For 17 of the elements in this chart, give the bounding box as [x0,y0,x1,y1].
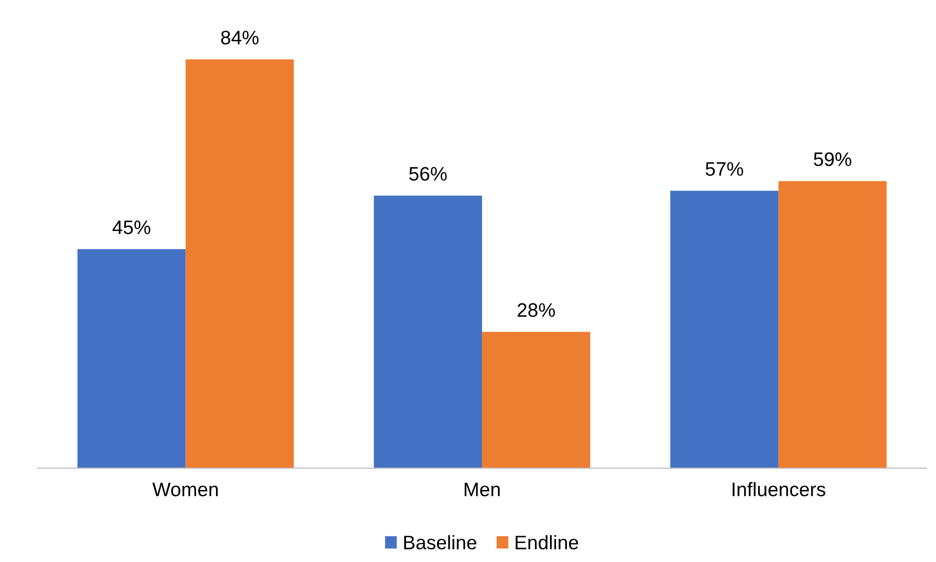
x-tick-label: Men [464,482,500,496]
data-label: 28% [518,303,555,317]
data-label: 59% [814,152,852,166]
bar [186,59,294,468]
bar [670,190,778,468]
data-label: 57% [706,162,744,176]
legend-label: Endline [516,535,578,550]
bar [77,249,186,468]
bar [482,332,590,468]
legend-label: Baseline [404,535,476,550]
bar [778,181,887,468]
x-tick-label: Women [152,482,218,496]
bar [374,196,482,468]
data-label: 84% [221,30,258,44]
x-tick-label: Influencers [732,482,826,496]
data-label: 45% [112,220,150,234]
data-label: 56% [409,166,447,181]
